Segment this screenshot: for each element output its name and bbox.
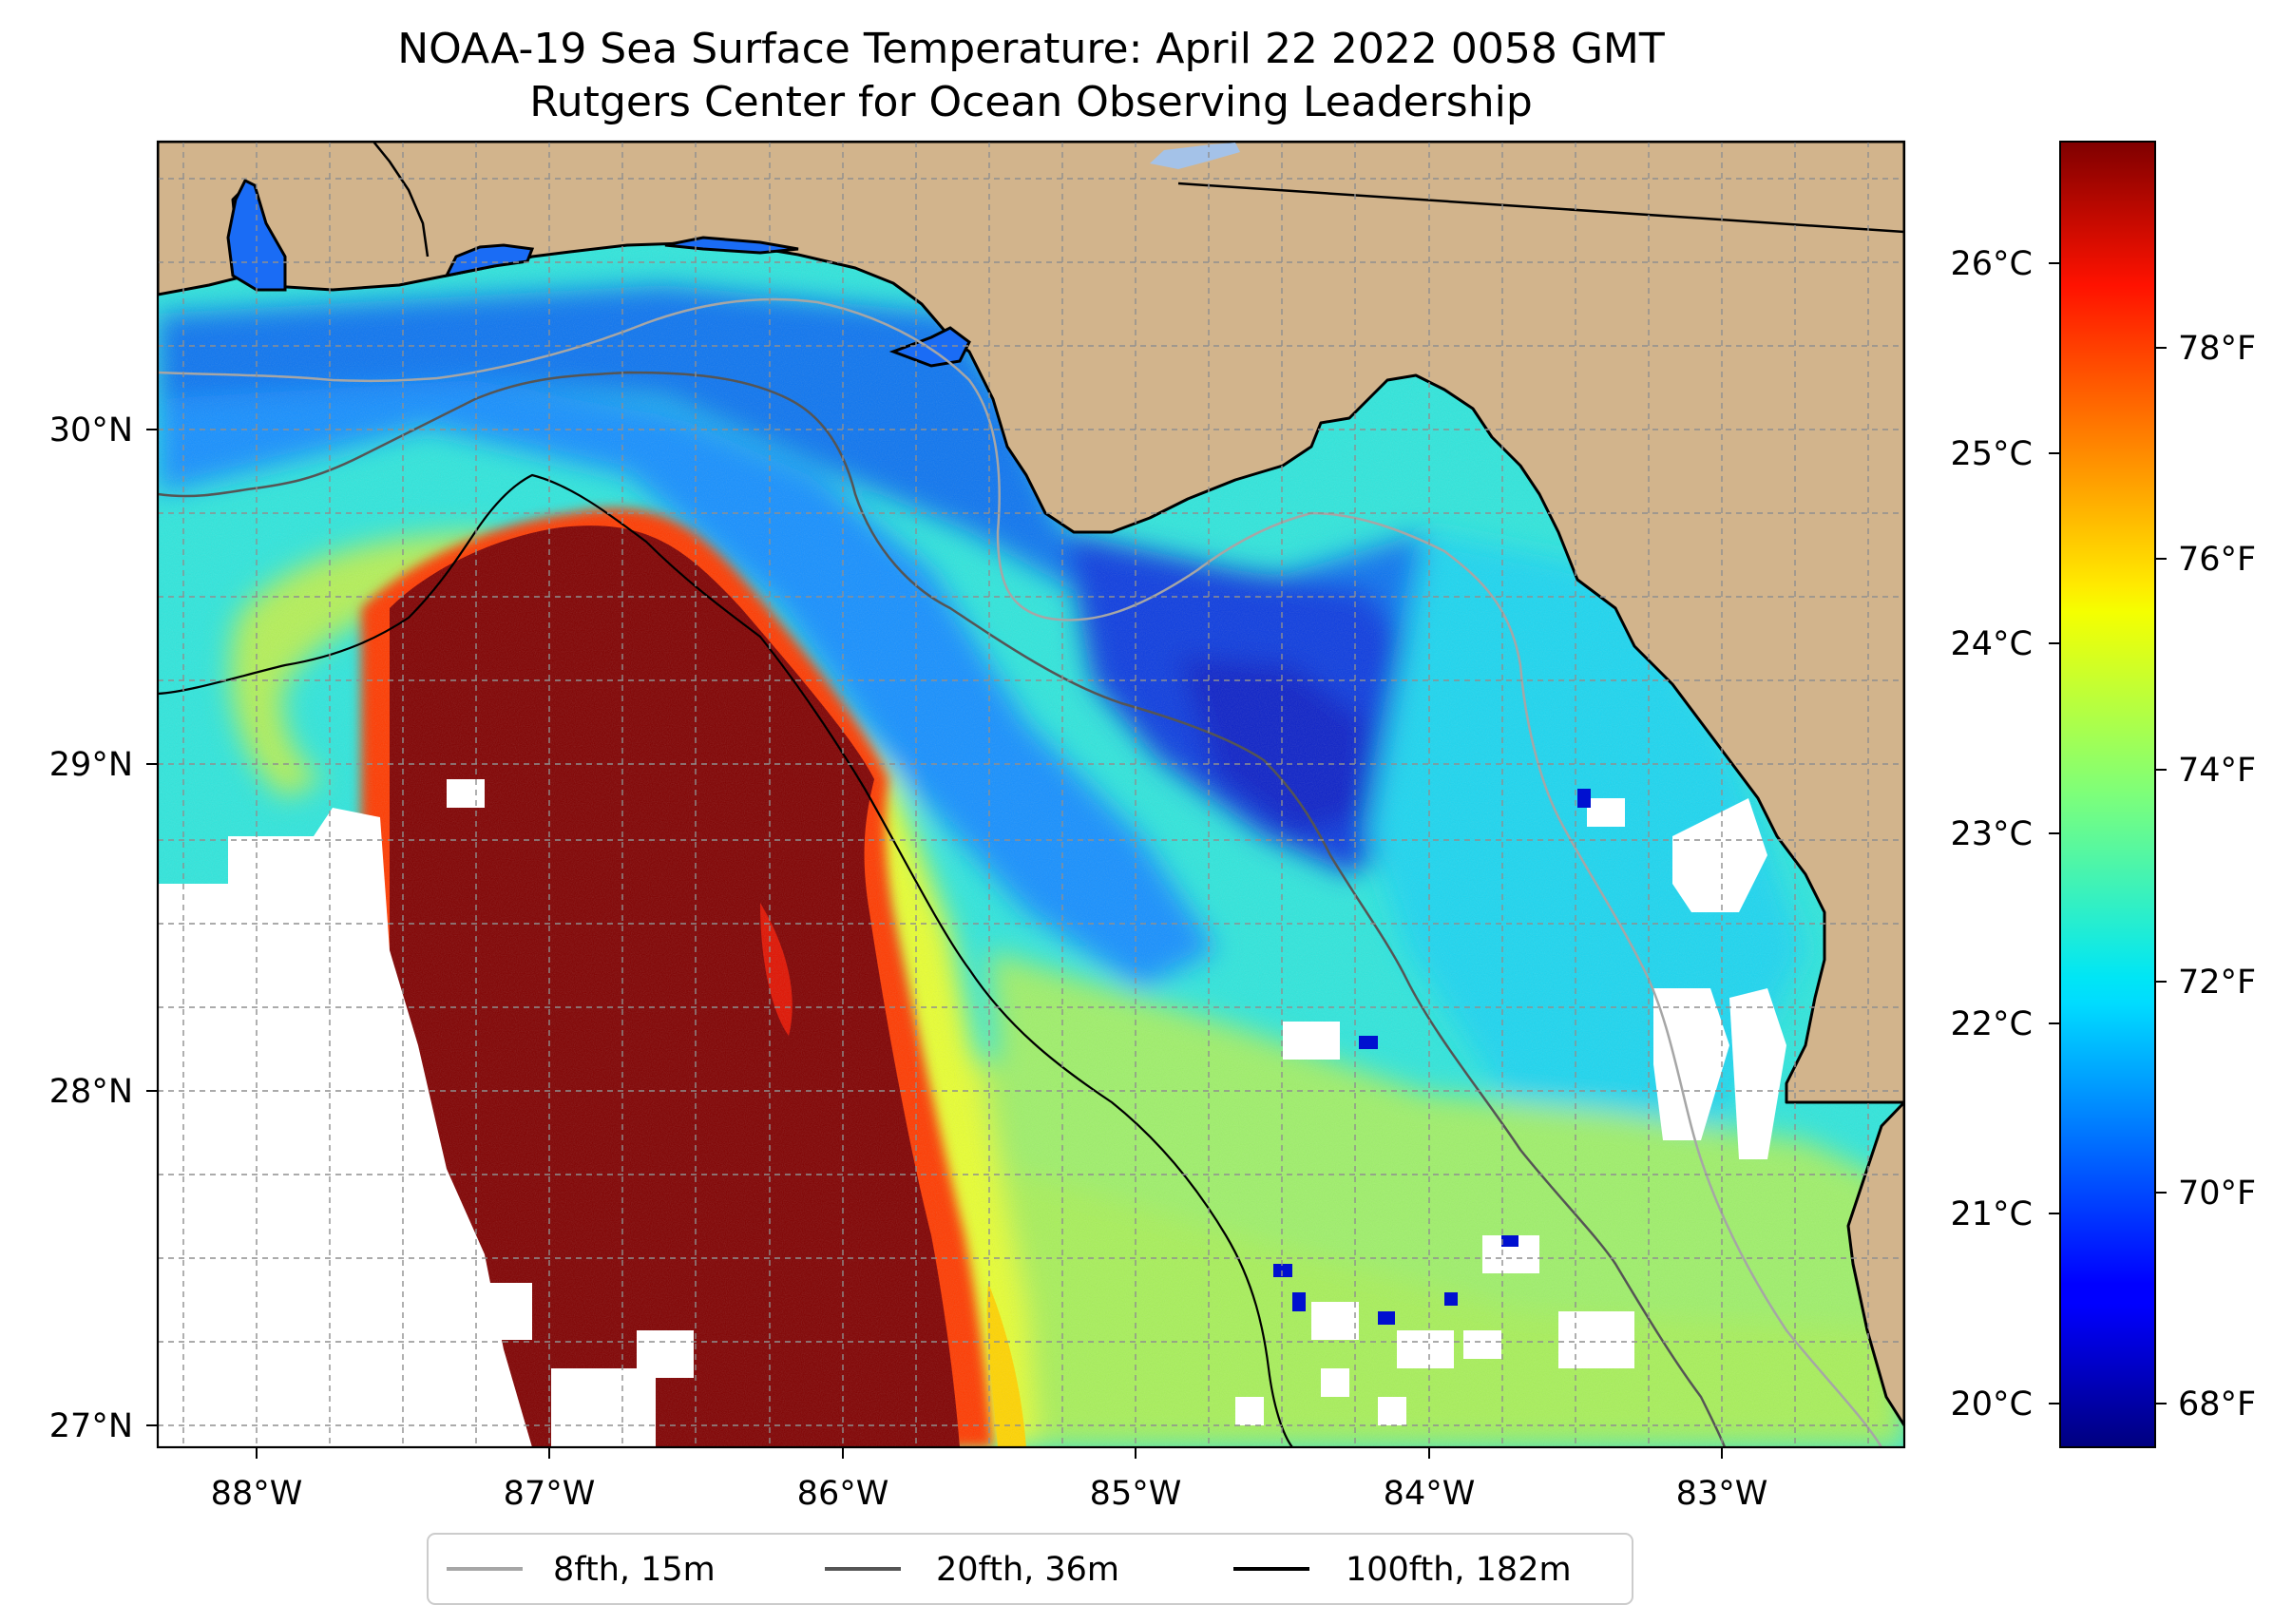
fahrenheit-tick-label: 76°F (2178, 541, 2256, 579)
celsius-tick-label: 25°C (1951, 435, 2033, 473)
choctawhatchee-bay (664, 236, 799, 255)
celsius-tick-label: 24°C (1951, 625, 2033, 663)
celsius-ticks (2049, 262, 2060, 1404)
legend: 8fth, 15m 20fth, 36m 100fth, 182m (427, 1533, 1633, 1605)
isobath-182m (158, 473, 1293, 1447)
cold-speck (1359, 1036, 1378, 1049)
isobaths (158, 297, 1883, 1447)
cloud-gap (1283, 1022, 1340, 1060)
cloud-gap (1235, 1397, 1264, 1425)
cloud-gap (1397, 1330, 1454, 1368)
lon-tick-label: 88°W (211, 1475, 303, 1513)
cold-specks (1273, 789, 1591, 1325)
apalachicola-bay (888, 326, 971, 368)
lat-tick-label: 27°N (49, 1407, 133, 1445)
state-borders (372, 142, 1904, 258)
cloud-gap-east (1672, 798, 1767, 912)
cloud-gap (1378, 1397, 1406, 1425)
lon-tick-label: 83°W (1676, 1475, 1768, 1513)
ga-fl-border (1177, 182, 1904, 234)
map-frame (156, 140, 1906, 1449)
colorbar: 20°C 21°C 22°C 23°C 24°C 25°C 26°C 68°F … (1951, 141, 2256, 1448)
colorbar-gradient (2059, 141, 2156, 1448)
isobath-36m (158, 371, 1727, 1447)
cold-speck (1444, 1292, 1458, 1306)
cloud-gap (1321, 1368, 1349, 1397)
cloud-gap-shelf-east (1729, 988, 1786, 1159)
legend-box (427, 1533, 1633, 1605)
map-subtitle: Rutgers Center for Ocean Observing Leade… (529, 78, 1533, 126)
cloud-gap (637, 1330, 694, 1378)
cloud-gap-west (158, 808, 532, 1447)
fahrenheit-tick-label: 78°F (2178, 330, 2256, 368)
cloud-gap (551, 1368, 656, 1447)
pensacola-bay (444, 243, 535, 278)
cold-speck (1378, 1311, 1395, 1325)
celsius-tick-label: 20°C (1951, 1385, 2033, 1423)
isobath-15m (158, 297, 1883, 1447)
axis-ticks (146, 429, 1723, 1459)
cold-speck (1501, 1235, 1518, 1247)
cold-speck (1273, 1264, 1292, 1277)
cold-speck (1577, 789, 1591, 808)
legend-label-15m: 8fth, 15m (553, 1551, 716, 1589)
fahrenheit-tick-label: 74°F (2178, 752, 2256, 790)
legend-label-36m: 20fth, 36m (936, 1551, 1119, 1589)
fahrenheit-ticks (2155, 347, 2167, 1404)
cloud-gap (1311, 1302, 1359, 1340)
lon-tick-label: 87°W (504, 1475, 596, 1513)
fahrenheit-tick-label: 70°F (2178, 1175, 2256, 1213)
cloud-gap (1558, 1311, 1634, 1368)
celsius-tick-label: 21°C (1951, 1195, 2033, 1233)
celsius-tick-label: 22°C (1951, 1005, 2033, 1043)
cloud-gap (1587, 798, 1625, 827)
cloud-gap (1463, 1330, 1501, 1359)
lat-tick-label: 28°N (49, 1073, 133, 1111)
map-title: NOAA-19 Sea Surface Temperature: April 2… (397, 25, 1665, 73)
lon-tick-label: 84°W (1384, 1475, 1476, 1513)
map-panel (158, 142, 1904, 1447)
cloud-gaps (158, 779, 1786, 1447)
gridlines (158, 142, 1904, 1447)
lat-tick-label: 30°N (49, 411, 133, 449)
celsius-tick-label: 26°C (1951, 245, 2033, 283)
fahrenheit-tick-label: 68°F (2178, 1385, 2256, 1423)
cloud-gap-shelf (1653, 988, 1729, 1140)
lon-tick-label: 85°W (1090, 1475, 1182, 1513)
legend-label-182m: 100fth, 182m (1346, 1551, 1572, 1589)
bays (226, 178, 971, 368)
cloud-gap (447, 779, 485, 808)
cold-speck (1292, 1292, 1306, 1311)
celsius-tick-label: 23°C (1951, 815, 2033, 853)
lat-tick-label: 29°N (49, 746, 133, 784)
lon-tick-label: 86°W (797, 1475, 889, 1513)
al-fl-border (372, 142, 430, 258)
fahrenheit-tick-label: 72°F (2178, 964, 2256, 1002)
lake-seminole (1150, 143, 1240, 169)
